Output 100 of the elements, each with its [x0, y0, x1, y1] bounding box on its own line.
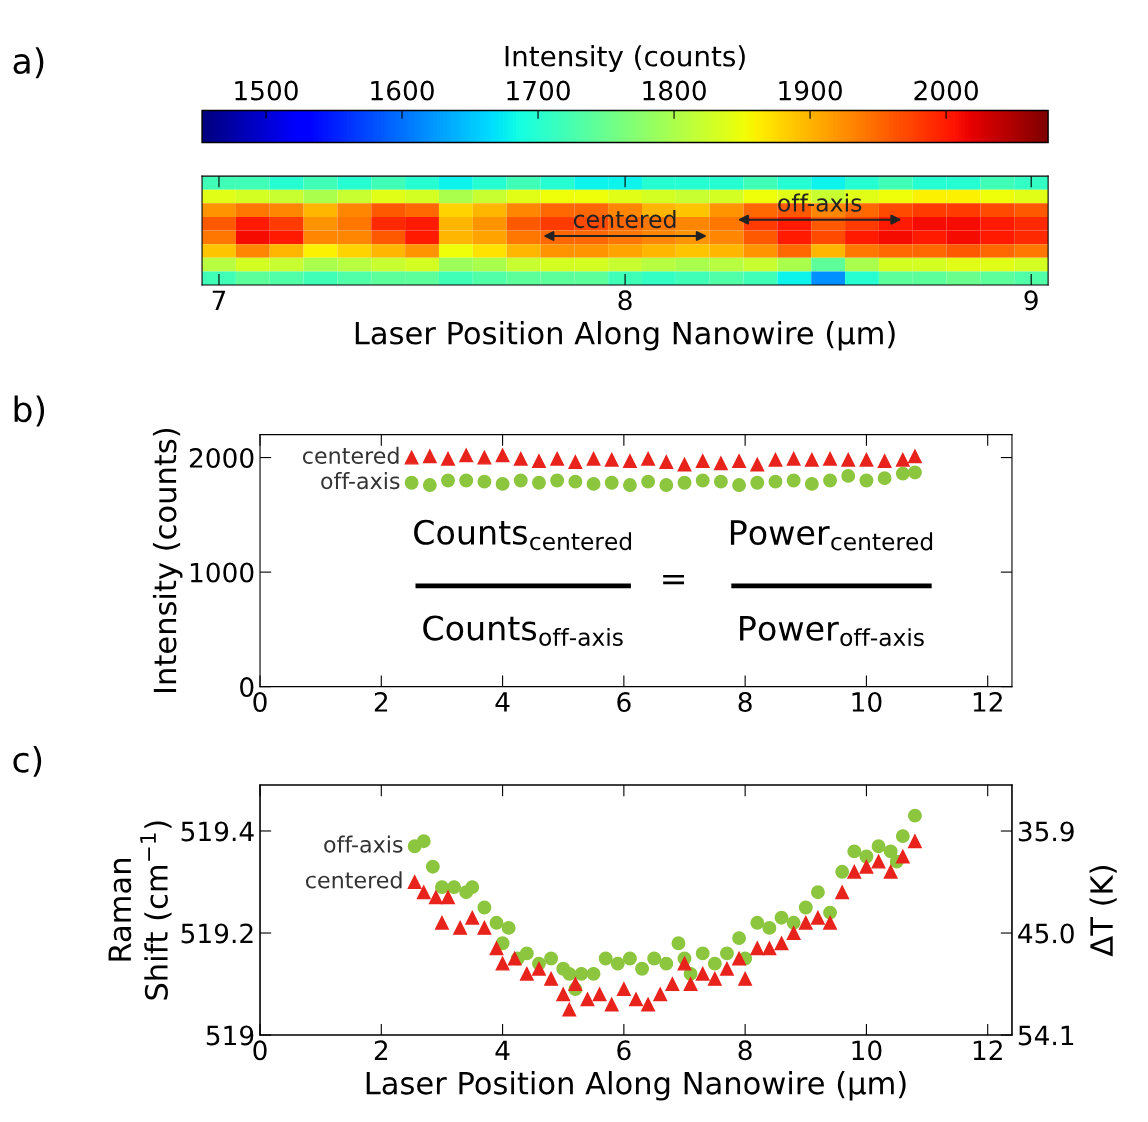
- point: [768, 474, 783, 489]
- point: [713, 456, 728, 471]
- text: a): [13, 47, 44, 79]
- point: [641, 474, 656, 489]
- x-tick-label: 12: [973, 691, 1002, 712]
- point: [422, 478, 437, 493]
- point: [434, 880, 449, 895]
- point: [677, 956, 692, 971]
- point: [683, 977, 698, 991]
- series-label: centered: [305, 871, 402, 889]
- point: [907, 834, 922, 849]
- x-tick-label: 0: [253, 691, 267, 712]
- point: [895, 466, 910, 481]
- x-tick-label: 2: [374, 1040, 388, 1060]
- point: [513, 473, 528, 488]
- point: [622, 951, 637, 966]
- point: [586, 476, 601, 491]
- point: [404, 475, 419, 490]
- point: [750, 457, 765, 472]
- point: [883, 844, 898, 859]
- color-bar-label: 1800: [643, 80, 706, 101]
- series-label: off-axis: [321, 472, 400, 490]
- x-tick-label: 12: [973, 1040, 1002, 1060]
- x-tick-label: 2: [374, 691, 388, 712]
- point: [495, 448, 510, 463]
- point: [707, 956, 722, 971]
- color-bar-label: 2000: [914, 80, 978, 101]
- y2-axis-title: ΔT (K): [1089, 866, 1117, 957]
- point: [422, 449, 437, 464]
- point: [786, 915, 801, 930]
- x-tick-label: 10: [852, 691, 882, 712]
- y-tick-label: 2000: [189, 448, 254, 468]
- point: [610, 956, 625, 971]
- point: [568, 474, 583, 489]
- color-bar-label: 1900: [779, 80, 842, 101]
- point: [635, 961, 650, 976]
- point: [592, 987, 607, 1002]
- point: [404, 450, 419, 465]
- point: [750, 915, 765, 930]
- point: [477, 900, 492, 915]
- point: [810, 885, 825, 900]
- point: [720, 961, 734, 976]
- x-tick-label: 6: [617, 691, 631, 712]
- point: [598, 951, 613, 966]
- point: [859, 452, 874, 467]
- point: [447, 880, 462, 895]
- y2-tick-label: 35.9: [1018, 821, 1074, 842]
- point: [616, 982, 631, 997]
- point: [804, 476, 819, 491]
- point: [653, 987, 668, 1002]
- y-axis-title: Raman Shift (cm$^{−1}$): [108, 821, 172, 1000]
- color-bar-label: 1600: [371, 80, 434, 101]
- point: [786, 926, 801, 940]
- point: [841, 452, 856, 467]
- point: [495, 956, 510, 971]
- point: [768, 452, 783, 467]
- x-tick-label: 7: [212, 290, 226, 310]
- point: [489, 941, 504, 956]
- x-tick-label: 0: [253, 1040, 267, 1061]
- point: [798, 915, 813, 930]
- point: [453, 920, 468, 935]
- point: [562, 1002, 577, 1017]
- point: [804, 452, 819, 467]
- y-tick-label: 1000: [190, 562, 254, 583]
- point: [707, 971, 722, 986]
- point: [907, 465, 922, 480]
- point: [544, 951, 559, 966]
- x-tick-label: 10: [852, 1040, 882, 1061]
- point: [641, 997, 656, 1012]
- point: [459, 448, 474, 463]
- color-bar-title: Intensity (counts): [505, 45, 745, 72]
- x-tick-label: 4: [495, 692, 510, 712]
- point: [798, 900, 813, 915]
- point: [671, 936, 686, 951]
- point: [501, 920, 516, 935]
- annotation: Power$_{centered}$: [730, 520, 933, 551]
- point: [732, 454, 747, 468]
- point: [519, 966, 534, 981]
- point: [750, 475, 765, 490]
- point: [622, 454, 637, 468]
- point: [665, 977, 680, 991]
- point: [871, 854, 886, 869]
- point: [604, 475, 619, 490]
- y2-tick-label: 54.1: [1018, 1025, 1074, 1046]
- series-label: off-axis: [324, 835, 403, 853]
- point: [586, 451, 601, 466]
- y-tick-label: 0: [240, 677, 254, 698]
- point: [659, 478, 674, 493]
- point: [441, 451, 455, 466]
- point: [810, 910, 825, 925]
- point: [732, 478, 747, 493]
- point: [434, 915, 449, 930]
- point: [823, 473, 837, 488]
- point: [586, 966, 601, 981]
- point: [847, 844, 862, 859]
- point: [629, 992, 643, 1007]
- point: [550, 473, 565, 488]
- point: [550, 451, 565, 466]
- point: [428, 890, 443, 905]
- point: [641, 451, 656, 466]
